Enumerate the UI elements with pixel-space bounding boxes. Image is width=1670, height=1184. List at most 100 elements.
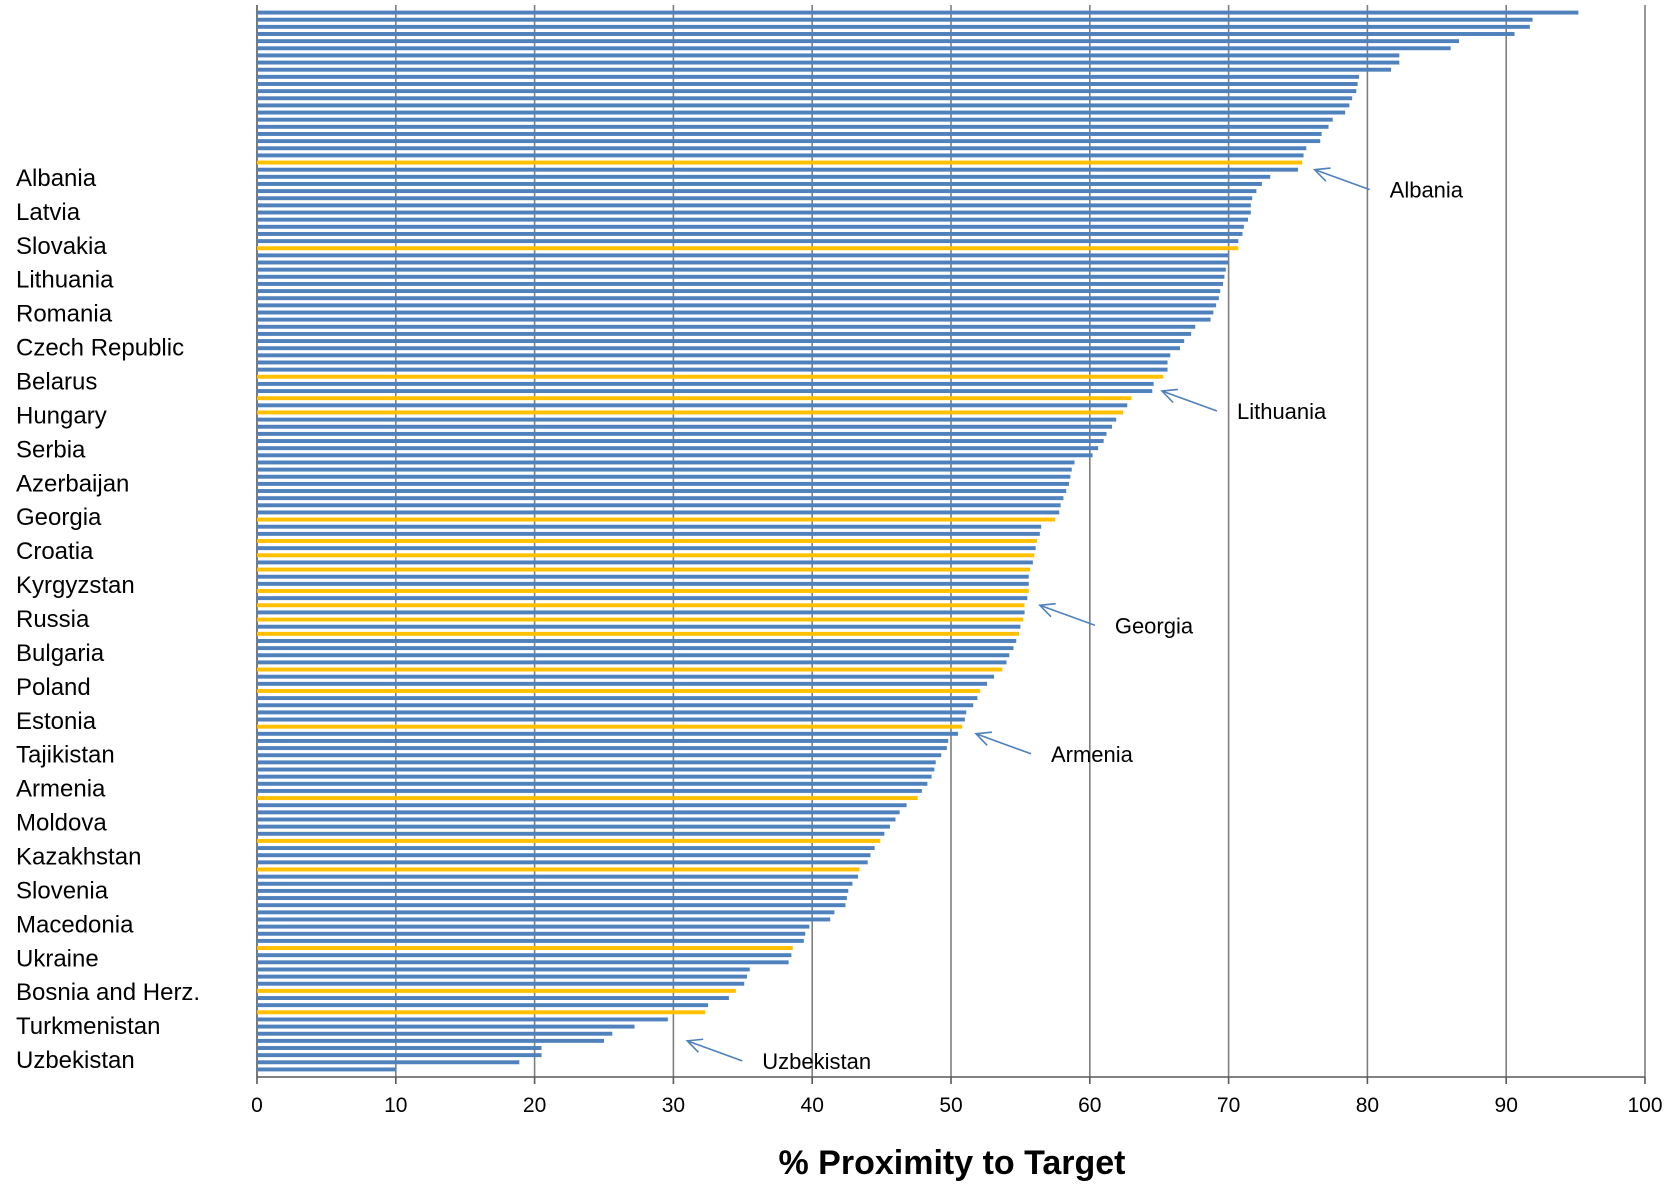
bar-129 [257, 931, 806, 936]
bar-4 [257, 39, 1460, 44]
bar-124 [257, 896, 847, 901]
bar-48 [257, 353, 1171, 358]
bar-93 [257, 674, 995, 679]
x-tick-label-0: 0 [251, 1094, 263, 1117]
bar-100 [257, 724, 963, 729]
bar-121 [257, 874, 858, 879]
bar-72 [257, 524, 1042, 529]
annotation-arrow-4 [687, 1040, 743, 1062]
bar-36 [257, 267, 1226, 272]
bar-148 [257, 1067, 396, 1072]
bar-52 [257, 381, 1154, 386]
x-tick-label-70: 70 [1217, 1094, 1240, 1117]
bar-56 [257, 410, 1124, 415]
bar-108 [257, 781, 928, 786]
bar-28 [257, 210, 1251, 215]
bar-51 [257, 374, 1164, 379]
bar-81 [257, 589, 1029, 593]
bar-130 [257, 938, 804, 943]
bars [257, 10, 1579, 1072]
bar-9 [257, 74, 1360, 79]
bar-142 [257, 1024, 635, 1029]
bar-82 [257, 596, 1028, 601]
bar-11 [257, 89, 1357, 94]
x-tick-label-100: 100 [1627, 1094, 1662, 1117]
bar-40 [257, 296, 1219, 301]
bar-14 [257, 110, 1346, 115]
bar-106 [257, 767, 935, 772]
annotation-arrowhead-0 [1312, 167, 1331, 182]
bar-116 [257, 838, 881, 843]
bar-3 [257, 32, 1515, 36]
country-label-23: Ukraine [16, 945, 99, 972]
x-axis: 0 10 20 30 40 50 60 70 80 90 100 [251, 1076, 1663, 1117]
bar-73 [257, 531, 1040, 536]
bar-50 [257, 367, 1168, 372]
bar-126 [257, 910, 835, 915]
bar-49 [257, 360, 1168, 365]
bar-140 [257, 1010, 706, 1015]
bar-39 [257, 289, 1221, 294]
bar-131 [257, 946, 793, 950]
country-label-4: Romania [16, 301, 113, 328]
bar-98 [257, 710, 967, 715]
bar-68 [257, 496, 1064, 501]
country-label-24: Bosnia and Herz. [16, 979, 200, 1006]
bar-92 [257, 667, 1003, 672]
bar-80 [257, 581, 1029, 586]
bar-133 [257, 960, 789, 965]
annotation-label-2: Georgia [1115, 613, 1194, 638]
x-tick-label-60: 60 [1078, 1094, 1101, 1117]
country-label-21: Slovenia [16, 877, 109, 904]
bar-2 [257, 24, 1530, 29]
country-label-14: Bulgaria [16, 640, 105, 667]
bar-59 [257, 431, 1107, 436]
x-tick-label-90: 90 [1495, 1094, 1518, 1117]
bar-0 [257, 10, 1579, 15]
annotation-arrow-3 [975, 733, 1032, 755]
bar-23 [257, 174, 1271, 179]
bar-78 [257, 567, 1031, 572]
bar-88 [257, 639, 1017, 643]
bar-117 [257, 846, 875, 851]
bar-132 [257, 953, 792, 958]
bar-41 [257, 303, 1217, 308]
bar-89 [257, 646, 1014, 651]
bar-96 [257, 696, 978, 701]
bar-94 [257, 681, 988, 686]
bar-101 [257, 731, 958, 736]
country-label-8: Serbia [16, 436, 86, 463]
annotation-arrowhead-4 [685, 1038, 704, 1053]
bar-54 [257, 396, 1132, 401]
country-label-7: Hungary [16, 402, 107, 429]
country-label-16: Estonia [16, 708, 97, 735]
country-label-17: Tajikistan [16, 742, 115, 769]
bar-65 [257, 474, 1071, 479]
bar-46 [257, 339, 1185, 344]
bar-42 [257, 310, 1214, 315]
bar-111 [257, 803, 907, 808]
bar-146 [257, 1053, 542, 1058]
bar-12 [257, 96, 1353, 101]
bar-5 [257, 46, 1451, 51]
country-label-0: Albania [16, 165, 97, 192]
bar-66 [257, 481, 1069, 486]
bar-15 [257, 117, 1333, 122]
bar-114 [257, 824, 890, 829]
bar-143 [257, 1031, 613, 1036]
bar-32 [257, 239, 1239, 244]
bar-145 [257, 1046, 542, 1050]
bar-43 [257, 317, 1211, 322]
country-label-26: Uzbekistan [16, 1047, 135, 1074]
bar-125 [257, 903, 846, 908]
country-label-6: Belarus [16, 369, 97, 396]
bar-139 [257, 1003, 709, 1008]
bar-120 [257, 867, 860, 872]
country-labels: Albania Latvia Slovakia Lithuania Romania Cze… [16, 165, 200, 1074]
bar-137 [257, 988, 736, 993]
annotation-arrowhead-1 [1160, 388, 1178, 404]
annotation-arrowhead-3 [974, 731, 992, 746]
bar-135 [257, 974, 747, 979]
bar-99 [257, 717, 965, 722]
bar-19 [257, 146, 1307, 151]
